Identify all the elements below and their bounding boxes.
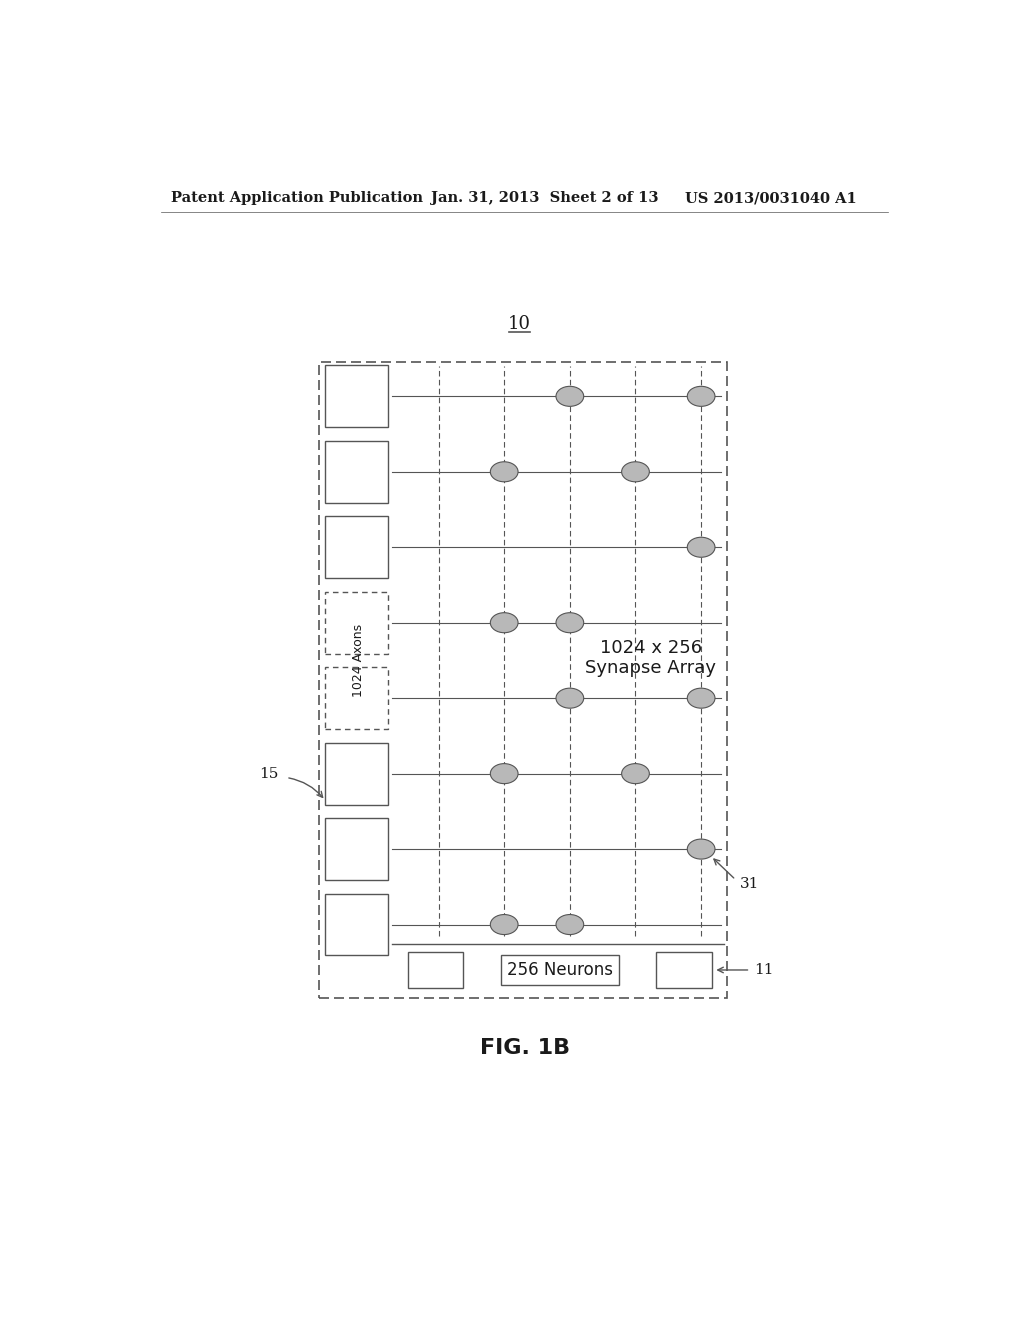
Ellipse shape — [622, 462, 649, 482]
Ellipse shape — [556, 387, 584, 407]
Text: 11: 11 — [755, 964, 774, 977]
Text: 1024 Axons: 1024 Axons — [352, 624, 366, 697]
Text: US 2013/0031040 A1: US 2013/0031040 A1 — [685, 191, 857, 206]
Ellipse shape — [556, 612, 584, 632]
Ellipse shape — [556, 688, 584, 708]
Text: 10: 10 — [508, 315, 530, 333]
Text: Jan. 31, 2013  Sheet 2 of 13: Jan. 31, 2013 Sheet 2 of 13 — [431, 191, 658, 206]
Text: Synapse Array: Synapse Array — [586, 659, 717, 677]
Bar — [326, 743, 388, 805]
Bar — [326, 441, 388, 503]
Text: FIG. 1B: FIG. 1B — [479, 1038, 570, 1057]
Bar — [656, 952, 712, 989]
Text: 15: 15 — [259, 767, 279, 780]
Bar — [326, 818, 388, 880]
Ellipse shape — [687, 840, 715, 859]
Ellipse shape — [490, 612, 518, 632]
Ellipse shape — [687, 688, 715, 708]
Bar — [408, 952, 463, 989]
Text: 256 Neurons: 256 Neurons — [507, 961, 612, 979]
Ellipse shape — [687, 387, 715, 407]
Text: 1024 x 256: 1024 x 256 — [600, 639, 701, 657]
Ellipse shape — [622, 763, 649, 784]
Ellipse shape — [490, 763, 518, 784]
Bar — [326, 366, 388, 428]
Bar — [326, 894, 388, 956]
Ellipse shape — [556, 915, 584, 935]
Bar — [319, 363, 727, 998]
Text: 31: 31 — [739, 876, 759, 891]
Bar — [326, 667, 388, 729]
Ellipse shape — [490, 462, 518, 482]
Bar — [326, 516, 388, 578]
Ellipse shape — [687, 537, 715, 557]
Text: Patent Application Publication: Patent Application Publication — [171, 191, 423, 206]
Bar — [326, 591, 388, 653]
Ellipse shape — [490, 915, 518, 935]
